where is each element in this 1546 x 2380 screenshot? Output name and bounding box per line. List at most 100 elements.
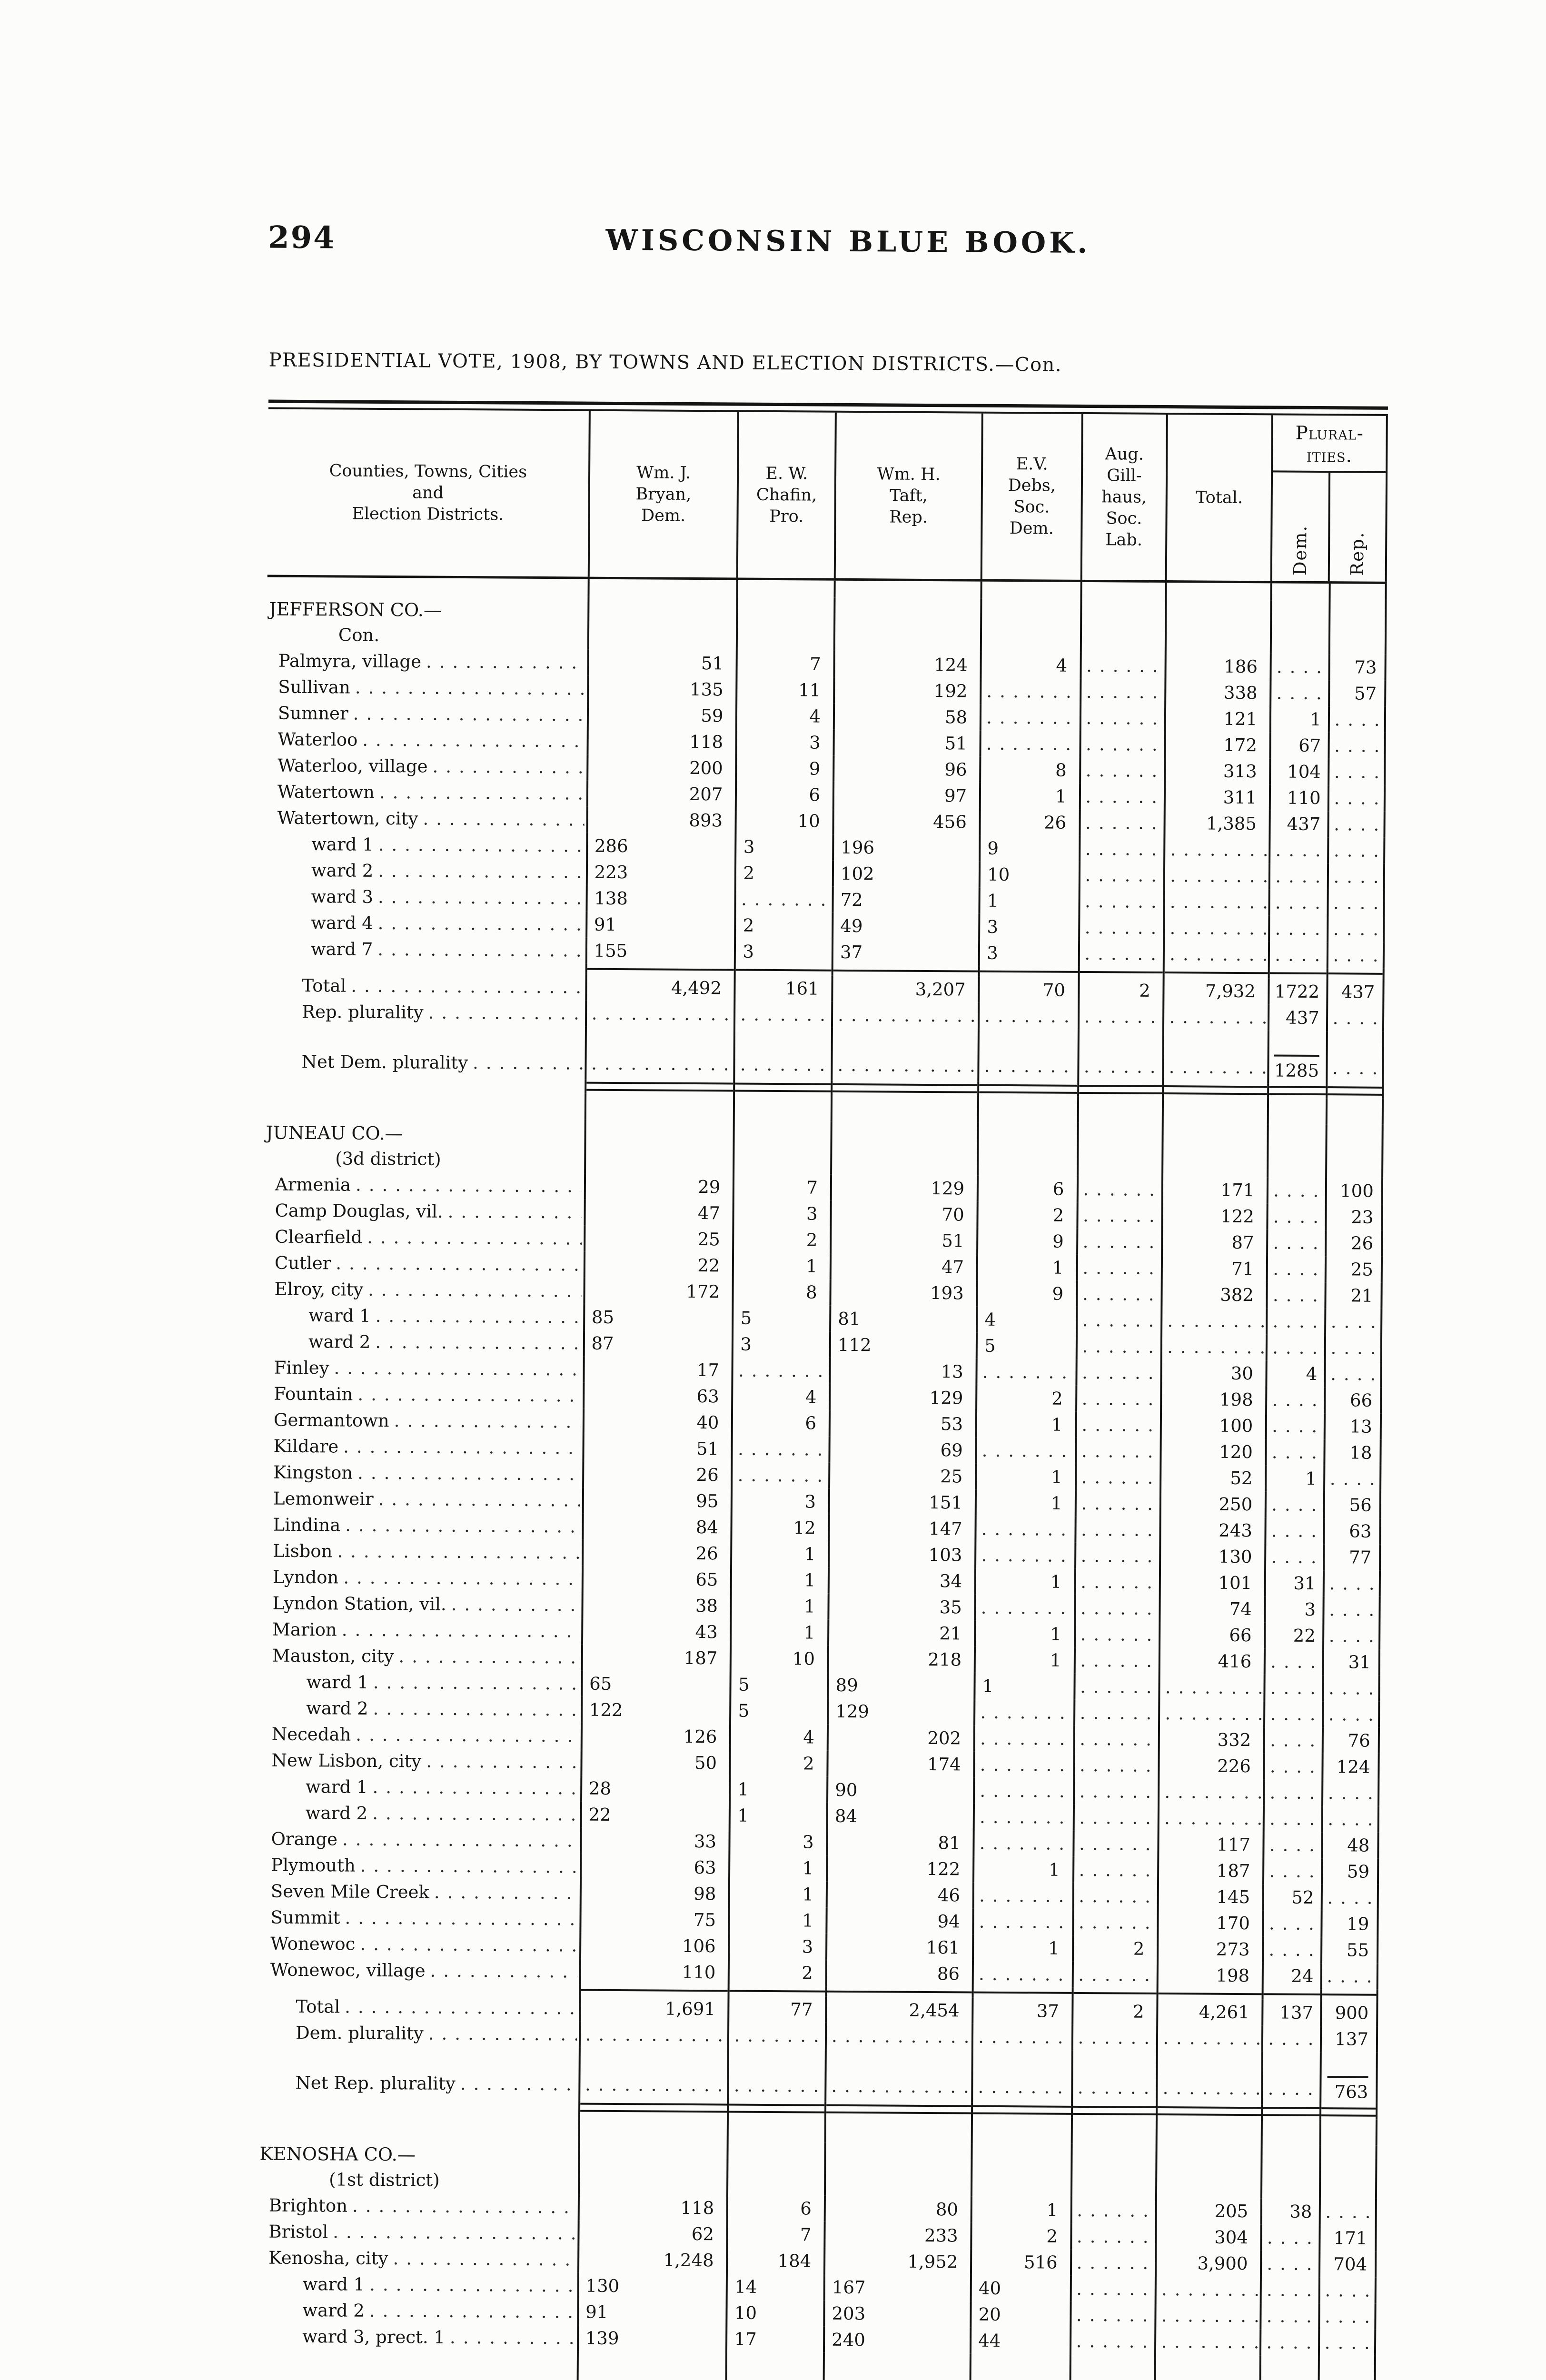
cell-total — [1156, 1988, 1262, 2000]
cell-bryan: 187 — [581, 1644, 730, 1672]
cell-gillhaus-dots — [1070, 2050, 1157, 2104]
cell-taft: 122 — [826, 1855, 973, 1883]
cell-taft: 70 — [830, 1200, 977, 1228]
cell-taft: 46 — [825, 1881, 973, 1909]
cell-gillhaus-dots — [1074, 1542, 1160, 1569]
double-rule — [832, 1083, 978, 1093]
header-line: Wm. J. — [636, 463, 691, 483]
cell-chafin: 12 — [730, 1514, 828, 1541]
cell-plurality-rep: 18 — [1323, 1439, 1382, 1466]
cell-total: 121 — [1164, 705, 1270, 733]
cell-chafin: 4 — [731, 1383, 829, 1410]
cell-plurality-dem-dots — [1263, 1727, 1322, 1754]
cell-plurality-rep: 763 — [1319, 2052, 1378, 2105]
cell-bryan: 155 — [585, 937, 734, 965]
dotted-leader — [357, 1381, 581, 1409]
cell-debs: 3 — [978, 913, 1078, 941]
cell-chafin: 4 — [735, 703, 833, 730]
cell-taft: 89 — [827, 1672, 974, 1699]
cell-taft: 103 — [828, 1541, 975, 1568]
cell-bryan — [576, 2351, 726, 2380]
row-label: ward 3, prect. 1 — [302, 2326, 446, 2348]
row-label: Kildare — [273, 1436, 339, 1457]
cell-chafin: 1 — [730, 1593, 828, 1620]
cell-total: 74 — [1159, 1595, 1265, 1623]
cell-total-dots — [1154, 2302, 1260, 2330]
dotted-leader — [379, 779, 585, 807]
cell-plurality-dem: 1722 — [1268, 978, 1327, 1005]
cell-chafin: 7 — [735, 650, 833, 677]
cell-debs-dots — [978, 1002, 1078, 1030]
row-label: Brighton — [268, 2195, 348, 2216]
cell-total — [1154, 2354, 1260, 2380]
cell-plurality-dem-dots — [1265, 1439, 1324, 1466]
row-label: Net Rep. plurality — [295, 2072, 456, 2094]
cell-total: 87 — [1161, 1229, 1267, 1256]
header-chafin: E. W. Chafin, Pro. — [736, 412, 835, 578]
cell-plurality-dem-dots — [1269, 654, 1328, 681]
cell-chafin-dots — [731, 1462, 829, 1489]
row-label: Orange — [271, 1828, 338, 1850]
cell-taft: 129 — [830, 1174, 977, 1202]
cell-chafin: 2 — [732, 1226, 830, 1253]
dotted-leader — [355, 674, 585, 702]
cell-taft: 161 — [825, 1934, 972, 1961]
cell-taft: 1,952 — [823, 2248, 971, 2275]
net-plurality-row: Net Rep. plurality 763 — [258, 2045, 1378, 2105]
cell-debs — [980, 598, 1080, 653]
cell-plurality-rep — [1319, 2119, 1378, 2146]
cell-chafin: 2 — [728, 1959, 826, 1986]
cell-chafin: 1 — [728, 1881, 826, 1908]
cell-total — [1162, 1097, 1268, 1124]
cell-plurality-dem-dots — [1266, 1308, 1325, 1335]
cell-taft: 37 — [831, 939, 979, 966]
cell-gillhaus-dots — [1075, 1385, 1160, 1412]
cell-bryan: 51 — [582, 1435, 732, 1462]
page-number: 294 — [268, 219, 336, 256]
cell-bryan: 22 — [580, 1801, 729, 1829]
cell-plurality-dem-dots — [1262, 1910, 1321, 1937]
cell-plurality-dem: 3 — [1264, 1596, 1323, 1623]
cell-debs: 1 — [974, 1620, 1074, 1647]
cell-taft-dots — [824, 2023, 972, 2050]
cell-taft: 129 — [829, 1384, 976, 1411]
county-name: KENOSHA CO.— — [259, 2143, 416, 2165]
double-rule — [1269, 1086, 1326, 1096]
cell-stub: ward 1 — [266, 831, 586, 859]
cell-taft: 81 — [826, 1829, 973, 1856]
row-label: Sumner — [277, 703, 348, 724]
cell-total — [1162, 1083, 1268, 1098]
row-label: Dem. plurality — [295, 2022, 424, 2044]
cell-plurality-rep: 900 — [1319, 2000, 1378, 2026]
header-line: Debs, — [1008, 476, 1056, 496]
cell-plurality-dem-dots — [1263, 1779, 1321, 1806]
cell-plurality-rep — [1325, 1098, 1384, 1125]
cell-debs: 3 — [978, 940, 1078, 967]
double-rule — [973, 2105, 1071, 2115]
dotted-leader — [368, 1277, 581, 1304]
header-line: Wm. H. — [877, 464, 941, 484]
cell-bryan: 126 — [580, 1723, 730, 1750]
cell-total-dots — [1163, 941, 1269, 968]
row-label: Waterloo — [277, 729, 358, 750]
dotted-leader — [343, 1434, 580, 1461]
cell-plurality-rep: 19 — [1320, 1911, 1379, 1937]
cell-plurality-rep-dots — [1318, 2199, 1377, 2225]
cell-plurality-rep — [1325, 1124, 1384, 1178]
cell-stub: Waterloo, village — [266, 752, 586, 780]
cell-plurality-dem-dots — [1262, 1936, 1320, 1964]
dotted-leader — [333, 2219, 575, 2246]
cell-total-dots — [1156, 2024, 1262, 2052]
cell-plurality-rep-dots — [1327, 785, 1386, 812]
cell-bryan: 4,492 — [585, 974, 734, 1002]
cell-chafin: 10 — [725, 2300, 823, 2327]
dotted-leader — [372, 1800, 578, 1828]
cell-total-dots — [1157, 1805, 1263, 1832]
cell-total: 205 — [1155, 2197, 1261, 2225]
cell-gillhaus-dots — [1070, 2249, 1155, 2276]
cell-debs — [971, 2117, 1071, 2144]
double-rule — [735, 1082, 831, 1092]
row-label: Kenosha, city — [268, 2247, 388, 2269]
cell-bryan: 63 — [582, 1382, 732, 1410]
net-plurality-row: Net Dem. plurality 1285 — [264, 1024, 1384, 1084]
